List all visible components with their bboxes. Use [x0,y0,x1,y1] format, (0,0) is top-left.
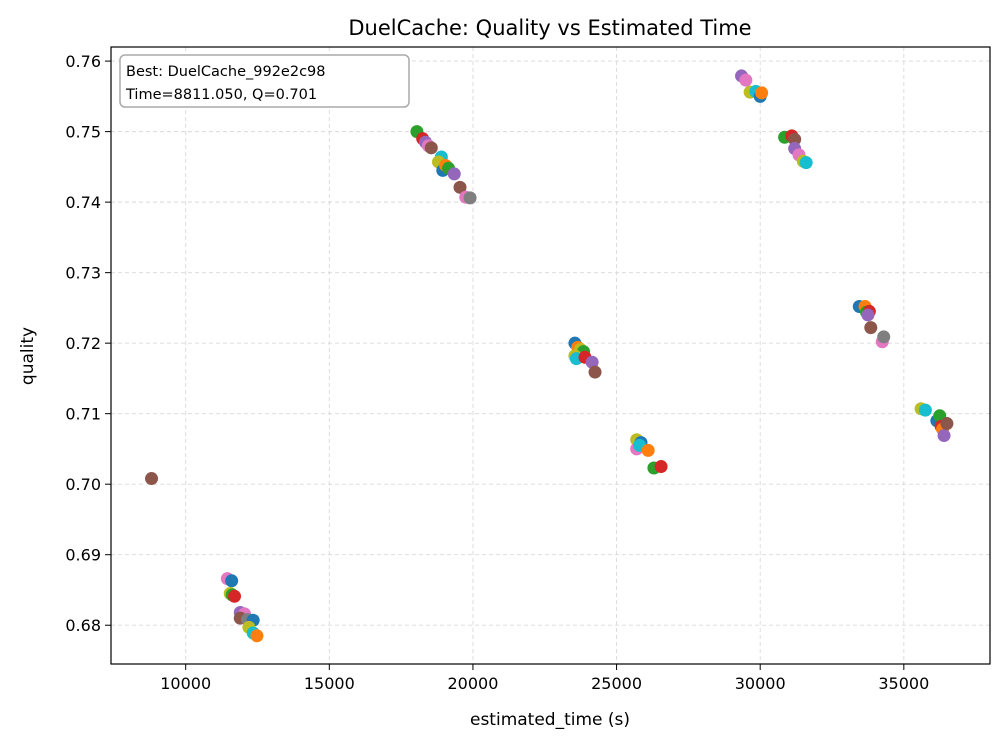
x-axis-label: estimated_time (s) [470,710,630,730]
data-point [228,590,241,603]
y-axis-label: quality [18,327,38,385]
y-tick-label: 0.75 [65,123,101,142]
x-tick-label: 30000 [735,674,786,693]
data-point [919,404,932,417]
data-point [739,74,752,87]
data-point [250,629,263,642]
data-point [800,156,813,169]
data-point [877,330,890,343]
data-point [864,321,877,334]
data-point [642,444,655,457]
data-point [448,167,461,180]
data-point [225,574,238,587]
chart-title: DuelCache: Quality vs Estimated Time [348,16,751,40]
y-tick-label: 0.74 [65,193,101,212]
data-point [655,460,668,473]
x-tick-label: 25000 [591,674,642,693]
data-point [464,191,477,204]
x-tick-label: 35000 [878,674,929,693]
y-tick-label: 0.71 [65,405,101,424]
y-tick-label: 0.69 [65,546,101,565]
annotation-line-best: Best: DuelCache_992e2c98 [126,64,326,80]
x-tick-label: 20000 [447,674,498,693]
data-point [938,429,951,442]
y-tick-label: 0.70 [65,475,101,494]
data-point [425,141,438,154]
y-tick-label: 0.72 [65,334,101,353]
y-tick-label: 0.68 [65,616,101,635]
annotation-line-time-quality: Time=8811.050, Q=0.701 [125,87,317,103]
data-point [145,472,158,485]
y-tick-label: 0.73 [65,264,101,283]
y-tick-label: 0.76 [65,52,101,71]
x-tick-label: 15000 [304,674,355,693]
data-point [589,366,602,379]
x-tick-label: 10000 [160,674,211,693]
data-point [861,308,874,321]
data-point [755,86,768,99]
data-point [940,417,953,430]
best-annotation: Best: DuelCache_992e2c98 Time=8811.050, … [120,55,409,107]
